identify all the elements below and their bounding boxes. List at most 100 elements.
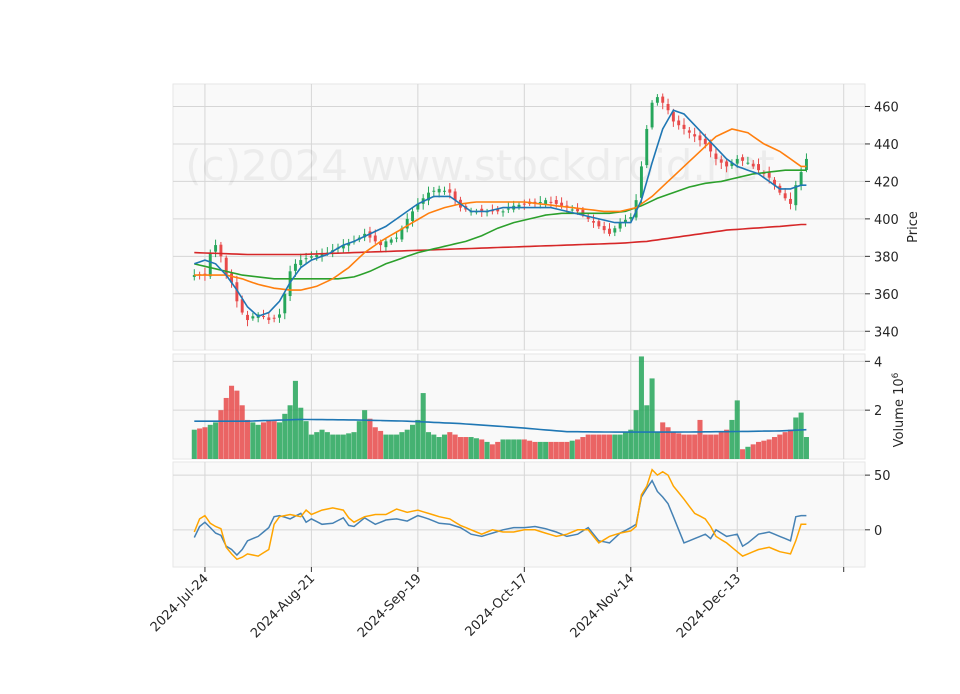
volume-bar xyxy=(649,378,655,459)
candle-body xyxy=(773,179,776,186)
candle-body xyxy=(634,200,638,218)
candle-body xyxy=(384,241,388,248)
candle-body xyxy=(437,188,441,193)
volume-bar xyxy=(628,429,634,459)
volume-bar xyxy=(803,437,809,459)
candle-body xyxy=(427,192,430,201)
candle-body xyxy=(757,164,761,171)
candle-body xyxy=(517,204,521,208)
ma-long-line xyxy=(194,169,807,280)
candle-body xyxy=(443,190,446,192)
volume-bar xyxy=(271,421,277,459)
candle-body xyxy=(262,316,265,318)
volume-bar xyxy=(585,434,591,459)
candle-body xyxy=(735,158,739,164)
volume-bar xyxy=(505,439,511,459)
volume-axis-label: Volume 106 xyxy=(891,372,907,447)
volume-bar xyxy=(590,434,597,459)
candle-body xyxy=(453,191,457,201)
candle-body xyxy=(799,172,803,187)
candle-body xyxy=(411,211,415,221)
volume-bar xyxy=(351,432,357,459)
price-panel xyxy=(172,83,866,351)
candle-body xyxy=(789,198,792,204)
candle-body xyxy=(506,208,510,210)
candle-body xyxy=(240,299,244,313)
volume-bar xyxy=(197,428,203,459)
candle-body xyxy=(405,218,409,229)
volume-bar xyxy=(276,422,282,459)
volume-bar xyxy=(564,441,570,459)
candle-body xyxy=(661,96,665,103)
candle-body xyxy=(496,208,500,212)
volume-bar xyxy=(580,437,586,459)
volume-bar xyxy=(771,437,778,459)
candle-body xyxy=(794,185,798,206)
volume-bar xyxy=(213,422,219,459)
volume-bar xyxy=(766,439,772,459)
volume-bar xyxy=(500,439,506,459)
candle-body xyxy=(251,316,255,319)
volume-bar xyxy=(782,432,788,459)
candle-body xyxy=(214,245,218,252)
candle-body xyxy=(719,159,723,163)
volume-bar xyxy=(569,440,575,459)
oscillator-y-tick-label: 0 xyxy=(874,524,882,539)
candle-body xyxy=(400,228,404,240)
volume-bar xyxy=(260,422,267,459)
volume-bar xyxy=(708,434,714,459)
volume-bar xyxy=(378,430,384,459)
volume-bar xyxy=(527,440,533,459)
volume-bar xyxy=(473,438,479,459)
candle-body xyxy=(538,202,542,204)
candle-body xyxy=(608,228,611,234)
volume-bar xyxy=(787,429,794,459)
candle-body xyxy=(208,252,212,277)
candle-body xyxy=(751,163,755,167)
candle-body xyxy=(219,244,223,257)
volume-bar xyxy=(729,419,735,459)
candle-body xyxy=(416,203,420,210)
candle-body xyxy=(293,263,297,271)
volume-bar xyxy=(340,434,346,459)
volume-bar xyxy=(638,356,644,459)
volume-average-line xyxy=(194,418,807,433)
volume-bar xyxy=(633,410,639,459)
price-y-tick-label: 400 xyxy=(874,213,899,228)
candle-body xyxy=(192,275,196,277)
volume-bar xyxy=(702,434,708,459)
candle-body xyxy=(283,293,287,314)
candle-body xyxy=(315,255,319,258)
volume-bar xyxy=(495,441,501,459)
volume-bar xyxy=(324,432,330,459)
candle-body xyxy=(725,161,729,167)
volume-bar xyxy=(622,432,628,459)
volume-bar xyxy=(452,434,458,459)
volume-bar xyxy=(692,434,698,459)
volume-bar xyxy=(207,424,213,459)
candle-body xyxy=(592,221,595,223)
candle-body xyxy=(554,200,558,204)
candle-body xyxy=(655,97,659,103)
candle-body xyxy=(448,189,452,193)
volume-bar xyxy=(479,439,485,459)
volume-bar xyxy=(394,434,400,459)
candle-body xyxy=(549,201,553,203)
volume-bar xyxy=(612,434,618,459)
volume-bar xyxy=(601,434,607,459)
volume-bar xyxy=(750,444,756,459)
candle-body xyxy=(341,245,345,249)
volume-bar xyxy=(420,393,426,459)
candle-body xyxy=(586,216,590,219)
volume-bar xyxy=(724,429,730,459)
candle-body xyxy=(304,258,308,260)
volume-bar xyxy=(229,385,235,459)
oscillator-slow-line xyxy=(193,468,807,561)
volume-bar xyxy=(202,427,208,459)
volume-bar xyxy=(798,412,804,459)
volume-bar xyxy=(521,439,527,459)
candle-body xyxy=(677,120,681,126)
volume-bar xyxy=(388,434,394,459)
oscillator-y-tick-label: 50 xyxy=(874,469,891,484)
